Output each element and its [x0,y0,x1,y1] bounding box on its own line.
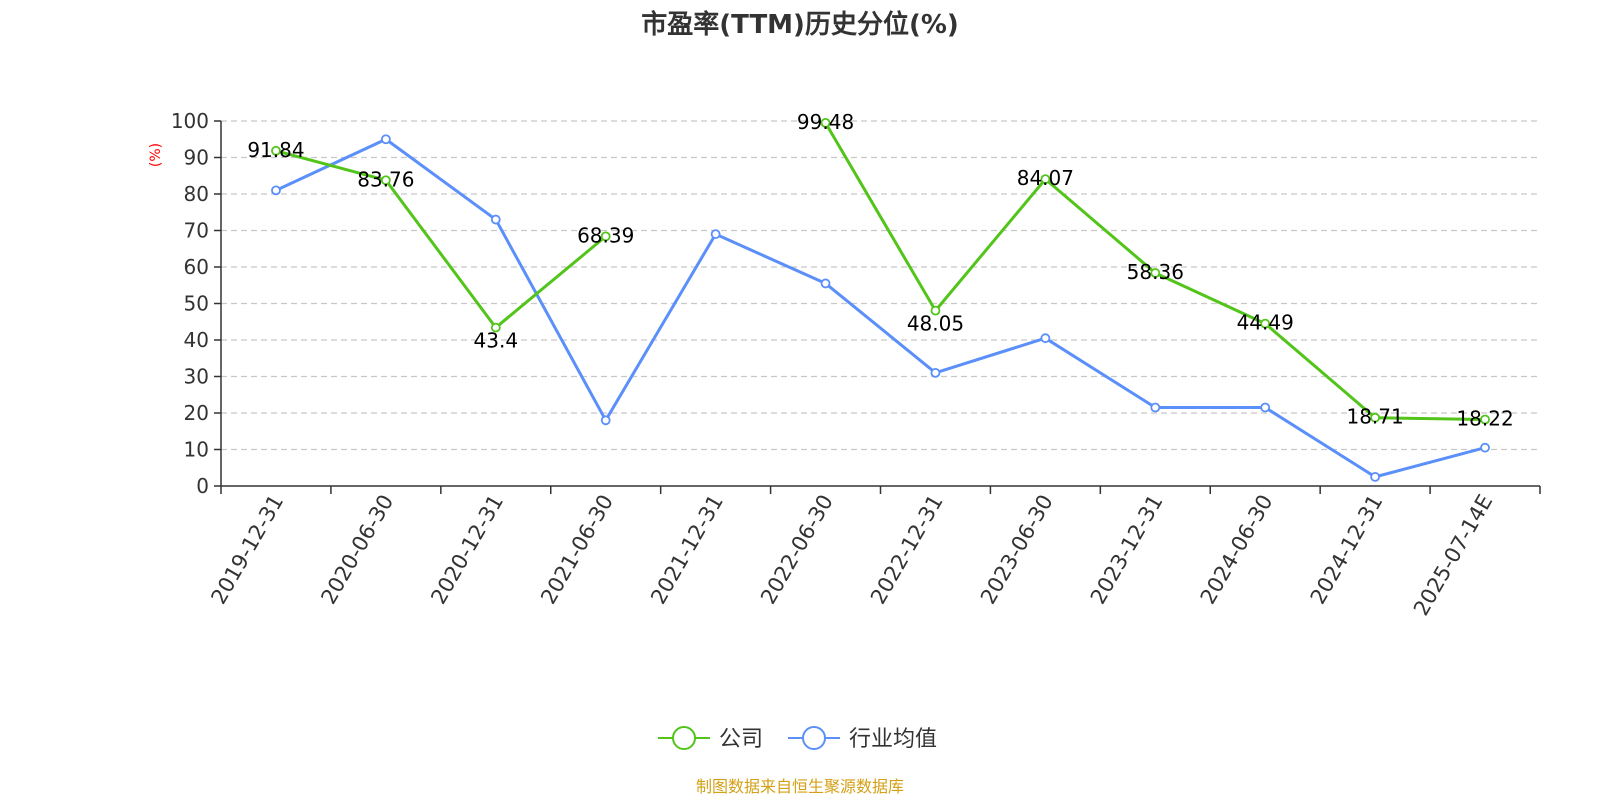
y-tick-label: 100 [171,109,209,133]
data-point [930,367,941,378]
x-tick-label: 2020-06-30 [316,491,398,609]
data-point [1480,414,1490,425]
data-point [1150,402,1161,413]
data-label: 83.76 [357,167,414,191]
data-point [380,175,391,186]
data-point [271,145,281,156]
y-tick-label: 20 [184,401,209,425]
data-point [1040,333,1051,344]
y-tick-label: 70 [184,219,209,243]
y-tick-label: 10 [184,438,209,462]
x-tick-label: 2022-06-30 [756,491,838,609]
data-point [1150,268,1161,278]
data-point [600,231,611,242]
data-point [1040,174,1051,185]
x-tick-label: 2021-06-30 [536,491,618,609]
data-label: 43.4 [474,329,519,353]
legend-marker-industry-average [802,726,826,750]
x-tick-label: 2025-07-14E [1409,491,1497,620]
data-point [490,322,501,333]
grid-lines [221,120,1540,451]
data-point [710,229,721,240]
data-label: 48.05 [907,312,964,336]
x-tick-label: 2023-06-30 [976,491,1058,609]
data-point [820,117,831,128]
y-axis-label: (%) [148,143,164,167]
axes [214,120,1541,494]
data-point [271,185,281,196]
series-line [275,137,1486,479]
x-tick-label: 2023-12-31 [1086,491,1168,609]
x-tick-label: 2022-12-31 [866,490,948,608]
legend-label-company: 公司 [719,727,763,752]
y-tick-label: 80 [184,182,209,206]
data-point [1370,471,1381,482]
source-note: 制图数据来自恒生聚源数据库 [696,777,904,796]
legend-item-company[interactable]: 公司 [658,726,763,752]
legend-marker-company [672,726,696,750]
data-point [930,305,941,316]
data-label: 99.48 [797,110,854,134]
data-label: 84.07 [1017,166,1074,190]
data-point [1260,318,1271,329]
y-tick-label: 90 [184,146,209,170]
x-tick-label: 2020-12-31 [426,490,508,608]
series-line [275,149,607,330]
data-point [600,415,611,426]
series [271,117,1490,482]
chart-title: 市盈率(TTM)历史分位(%) [641,9,959,40]
legend[interactable]: 公司 行业均值 [658,726,937,752]
data-point [490,214,501,225]
data-point [1480,442,1490,453]
y-tick-label: 30 [184,365,209,389]
data-point [380,134,391,145]
data-labels: 91.84 83.76 43.4 68.39 99.48 48.05 84.07 58.36 4… [247,110,1513,431]
y-tick-label: 40 [184,328,209,352]
data-label: 58.36 [1127,260,1184,284]
data-label: 18.22 [1456,406,1513,430]
y-tick-label: 50 [184,292,209,316]
data-label: 18.71 [1346,405,1403,429]
legend-item-industry-average[interactable]: 行业均值 [788,726,937,752]
y-tick-label: 60 [184,255,209,279]
x-tick-label: 2019-12-31 [206,491,288,609]
data-point [1370,412,1381,423]
x-tick-label: 2024-12-31 [1306,491,1388,609]
x-tick-label: 2024-06-30 [1196,491,1278,609]
y-tick-labels: 0 10 20 30 40 50 60 70 80 90 100 [171,109,209,498]
data-point [1260,402,1271,413]
data-label: 91.84 [247,138,304,162]
x-tick-label: 2021-12-31 [646,491,728,609]
y-tick-label: 0 [196,474,209,498]
legend-label-industry-average: 行业均值 [849,727,937,752]
data-label: 44.49 [1237,311,1294,335]
data-label: 68.39 [577,223,634,247]
x-tick-labels: 2019-12-31 2020-06-30 2020-12-31 2021-06-30… [206,490,1497,619]
data-point [820,278,831,289]
